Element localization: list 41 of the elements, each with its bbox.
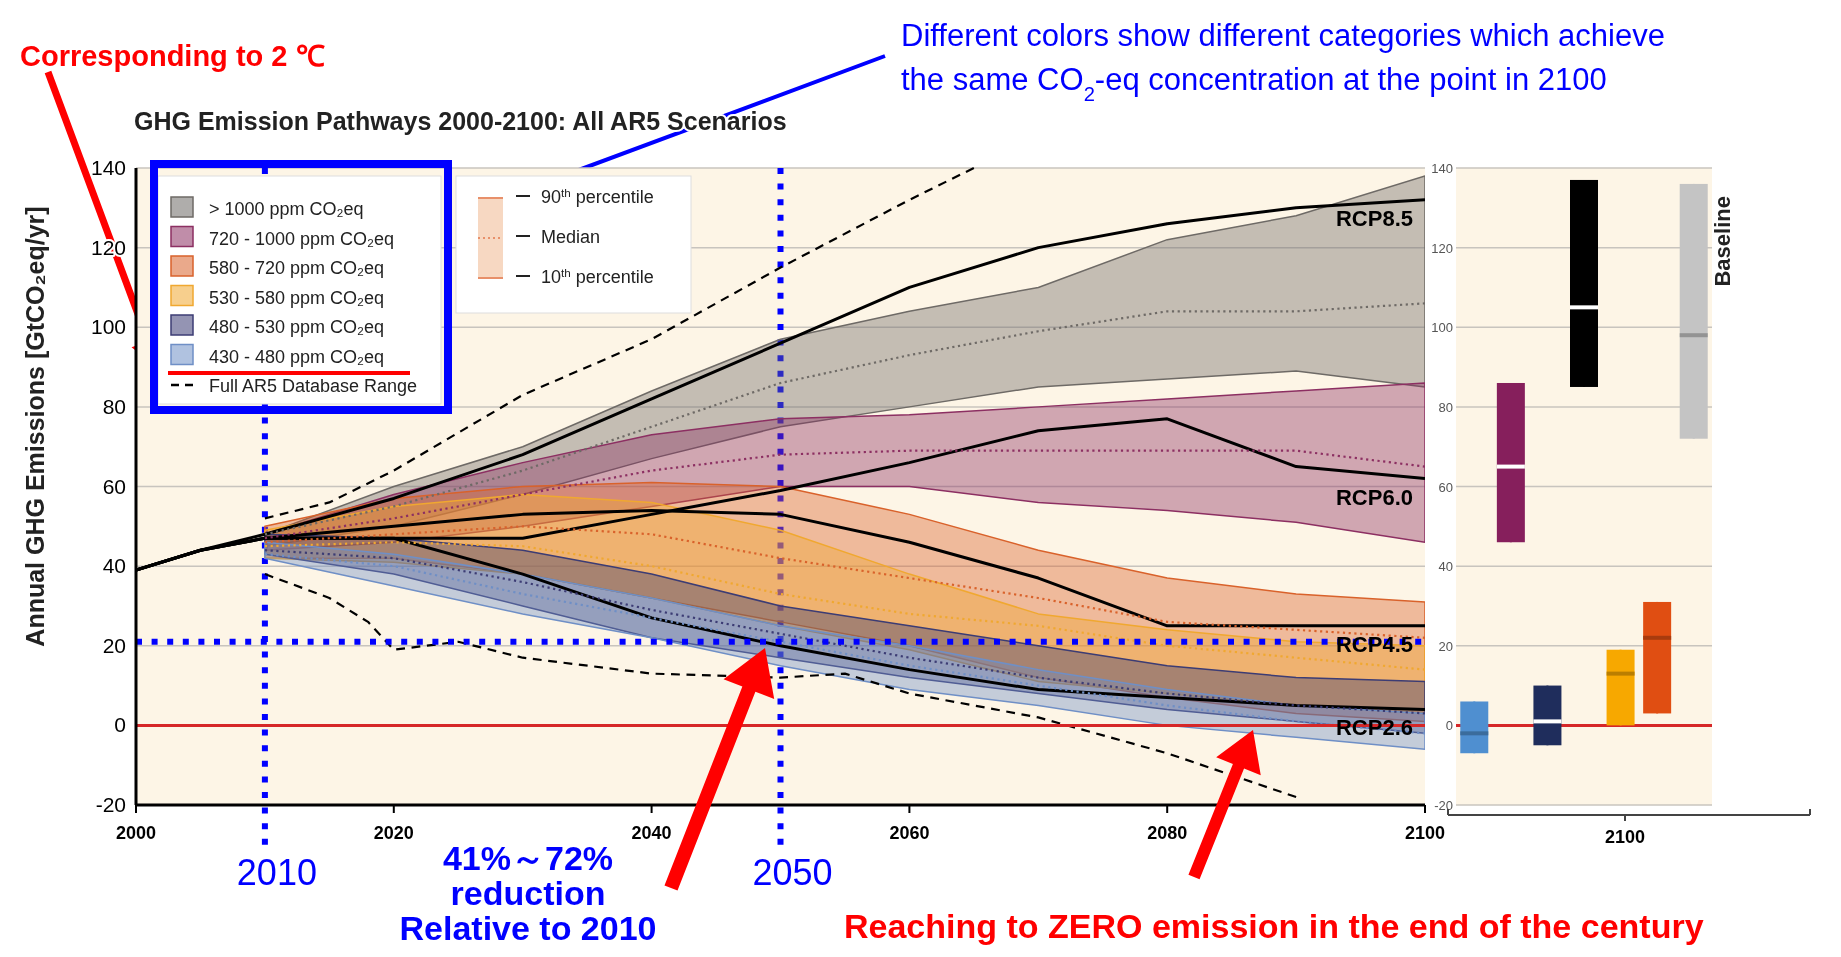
annotation: Baseline <box>1709 196 1735 287</box>
y-tick-label: 40 <box>1438 559 1453 575</box>
legend-label: Full AR5 Database Range <box>209 376 418 396</box>
y-tick-label: 0 <box>114 713 126 737</box>
ref-line-label: 2010 <box>236 852 317 893</box>
annotation: 90$^{th}$ percentile <box>541 185 654 207</box>
x-tick-label: 2060 <box>889 823 930 843</box>
y-tick-label: 80 <box>102 394 126 418</box>
y-tick-label: 0 <box>1445 718 1453 734</box>
legend-label: 430 - 480 ppm CO₂eq <box>209 346 385 367</box>
y-tick-label: -20 <box>95 793 126 816</box>
y-tick-label: 20 <box>102 633 126 657</box>
legend-label: 530 - 580 ppm CO₂eq <box>209 287 385 308</box>
y-tick-label: 140 <box>90 156 126 179</box>
text: Corresponding to 2 ℃ <box>20 40 325 72</box>
x-tick-label: 2000 <box>115 823 157 843</box>
y-tick-label: 100 <box>1431 320 1453 336</box>
legend-label: 480 - 530 ppm CO₂eq <box>209 317 385 337</box>
y-tick-label: 60 <box>102 474 126 498</box>
y-tick-label: 120 <box>1431 240 1453 256</box>
text: Reaching to ZERO emission in the end of the century <box>844 907 1704 945</box>
y-tick-label: 40 <box>102 554 126 578</box>
annotation: 10$^{th}$ percentile <box>541 265 654 287</box>
legend-label: > 1000 ppm CO₂eq <box>209 199 364 219</box>
x-tick-label: 2080 <box>1147 823 1188 843</box>
y-tick-label: -20 <box>1434 798 1453 813</box>
series-label: RCP6.0 <box>1335 484 1413 510</box>
y-tick-label: 20 <box>1438 638 1453 654</box>
text: Different colors show different categories which achieve the same CO$_{2}$-eq concentration at the point in 2100 <box>901 18 1665 105</box>
legend-label: 720 - 1000 ppm CO₂eq <box>209 228 395 249</box>
annotation: Median <box>541 227 601 247</box>
series-label: RCP8.5 <box>1335 205 1413 231</box>
y-tick-label: 80 <box>1438 399 1453 415</box>
y-tick-label: 140 <box>1431 161 1453 176</box>
y-tick-label: 100 <box>90 315 126 339</box>
series-label: RCP4.5 <box>1335 631 1413 657</box>
ref-line-label: 2050 <box>752 852 833 893</box>
y-axis-title: Annual GHG Emissions [GtCO₂eq/yr] <box>21 206 49 647</box>
y-tick-label: 60 <box>1438 479 1453 495</box>
x-tick-label: 2100 <box>1404 823 1446 843</box>
legend-label: 580 - 720 ppm CO₂eq <box>209 258 385 278</box>
